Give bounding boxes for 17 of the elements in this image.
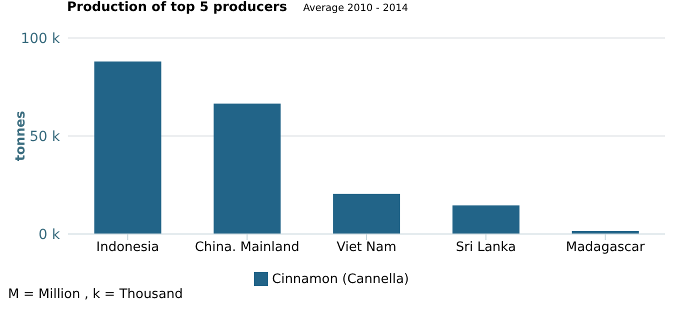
x-tick-label: Indonesia: [96, 240, 160, 256]
x-tick-label: Viet Nam: [336, 240, 396, 256]
y-axis-title: tonnes: [14, 110, 29, 162]
x-tick-label: China. Mainland: [194, 240, 300, 256]
chart-subtitle: Average 2010 - 2014: [303, 3, 408, 14]
chart-title: Production of top 5 producers: [67, 0, 288, 15]
y-tick-label: 100 k: [20, 30, 61, 47]
x-tick-label: Sri Lanka: [456, 240, 516, 256]
legend-label: Cinnamon (Cannella): [272, 272, 409, 287]
y-tick-label: 0 k: [38, 226, 61, 243]
bar: [214, 104, 281, 234]
bar: [333, 194, 400, 234]
x-tick-label: Madagascar: [566, 240, 646, 256]
bar: [94, 62, 162, 234]
y-tick-label: 50 k: [30, 128, 61, 145]
bar: [452, 205, 520, 234]
text: M = Million , k = Thousand: [8, 287, 183, 302]
